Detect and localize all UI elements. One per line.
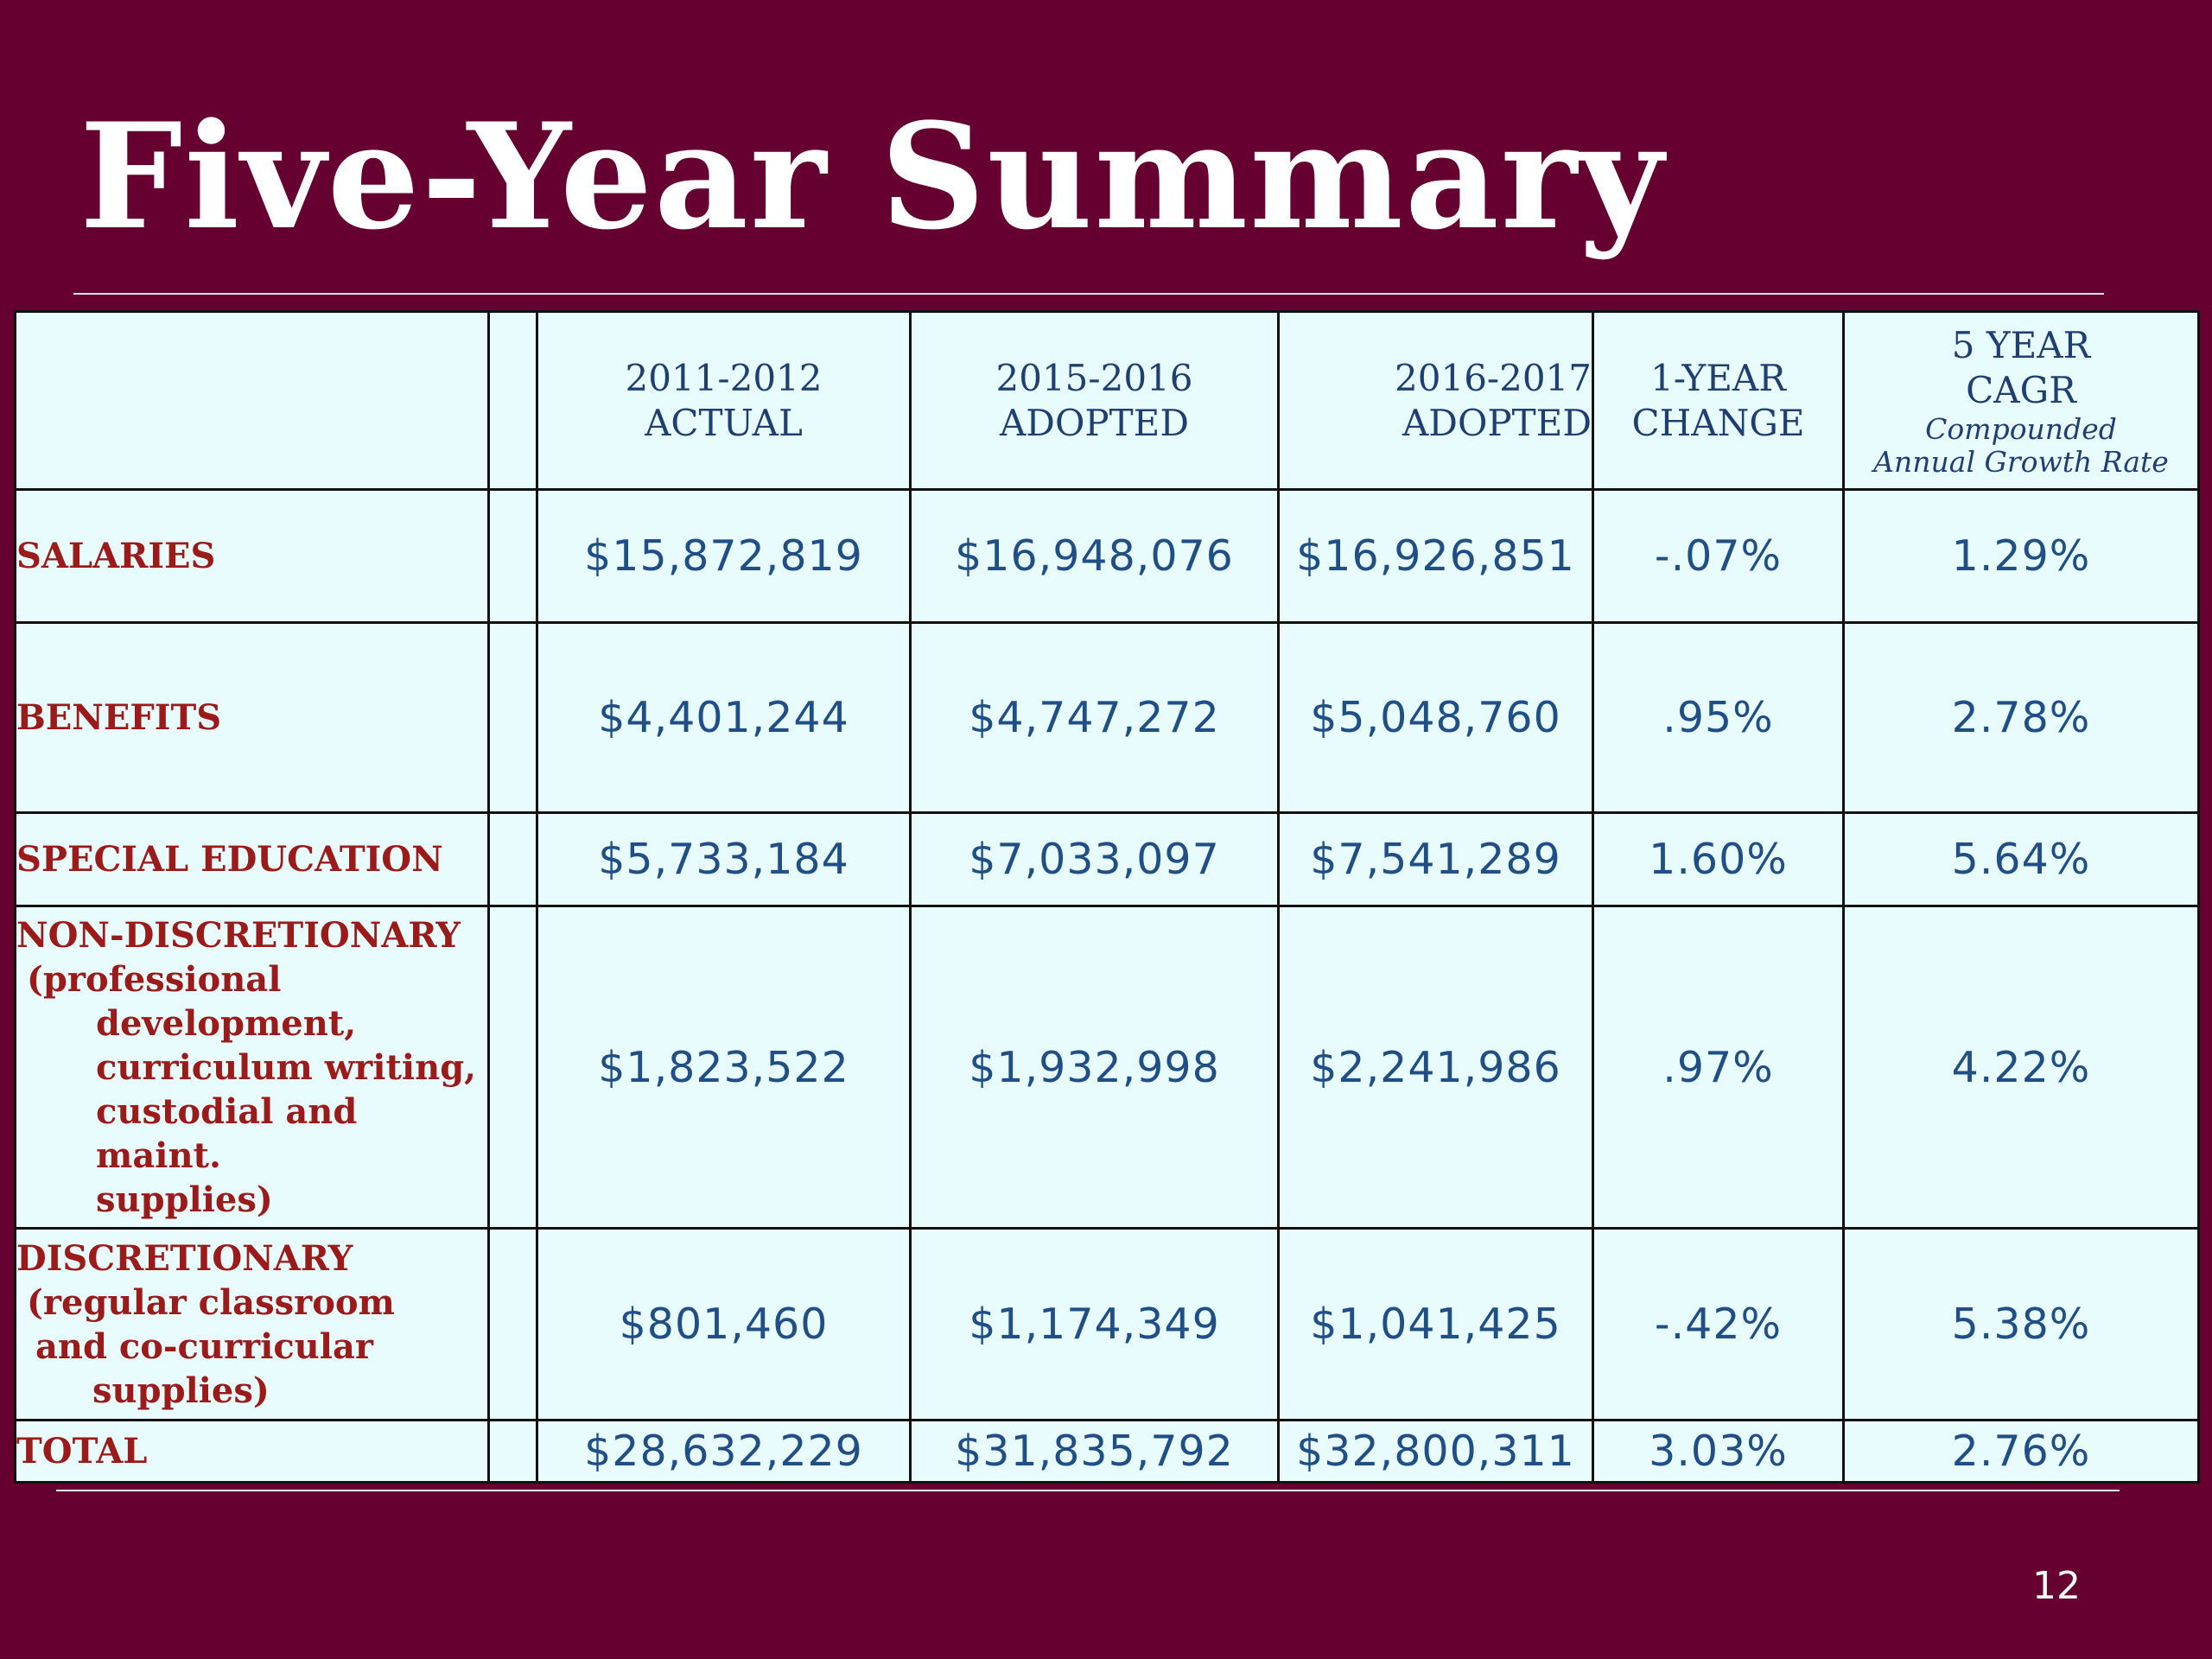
row-label-non-discretionary: NON-DISCRETIONARY (professional developm… <box>14 905 490 1230</box>
row-label-total: TOTAL <box>14 1419 490 1484</box>
cagr-cell: 2.76% <box>1842 1419 2200 1484</box>
footer-divider <box>56 1490 2120 1491</box>
label-line: NON-DISCRETIONARY <box>16 914 461 956</box>
label-line: development, <box>96 1002 357 1044</box>
spacer-cell <box>487 1227 538 1421</box>
row-label-discretionary: DISCRETIONARY (regular classroom and co-… <box>14 1227 490 1421</box>
change-cell: .97% <box>1592 905 1845 1230</box>
value-cell: $1,932,998 <box>909 905 1280 1230</box>
table-row-discretionary: DISCRETIONARY (regular classroom and co-… <box>14 1227 2200 1421</box>
spacer-cell <box>487 621 538 814</box>
value-cell: $2,241,986 <box>1277 905 1594 1230</box>
label-line: (regular classroom <box>27 1281 395 1323</box>
value-cell: $16,926,851 <box>1277 488 1594 624</box>
label-line: and co-curricular <box>35 1325 373 1367</box>
label-line: supplies) <box>96 1179 273 1220</box>
change-cell: -.42% <box>1592 1227 1845 1421</box>
header-row: 2011-2012 ACTUAL 2015-2016 ADOPTED 2016-… <box>14 310 2200 491</box>
header-1-year-change: 1-YEAR CHANGE <box>1592 310 1845 491</box>
value-cell: $4,747,272 <box>909 621 1280 814</box>
value-cell: $4,401,244 <box>536 621 912 814</box>
row-label-salaries: SALARIES <box>14 488 490 624</box>
cagr-subtitle-line1: Compounded <box>1925 411 2117 446</box>
label-line: custodial and maint. <box>96 1090 358 1176</box>
change-cell: -.07% <box>1592 488 1845 624</box>
spacer-cell <box>487 811 538 907</box>
value-cell: $1,041,425 <box>1277 1227 1594 1421</box>
row-label-special-education: SPECIAL EDUCATION <box>14 811 490 907</box>
slide-title: Five-Year Summary <box>79 91 1665 262</box>
table-row-non-discretionary: NON-DISCRETIONARY (professional developm… <box>14 905 2200 1230</box>
spacer-cell <box>487 488 538 624</box>
value-cell: $1,823,522 <box>536 905 912 1230</box>
cagr-cell: 5.64% <box>1842 811 2200 907</box>
value-cell: $5,048,760 <box>1277 621 1594 814</box>
cagr-cell: 5.38% <box>1842 1227 2200 1421</box>
change-cell: 1.60% <box>1592 811 1845 907</box>
cagr-cell: 4.22% <box>1842 905 2200 1230</box>
spacer-cell <box>487 1419 538 1484</box>
header-blank-cell <box>14 310 490 491</box>
value-cell: $7,033,097 <box>909 811 1280 907</box>
spacer-cell <box>487 905 538 1230</box>
value-cell: $31,835,792 <box>909 1419 1280 1484</box>
cagr-cell: 1.29% <box>1842 488 2200 624</box>
five-year-summary-table: 2011-2012 ACTUAL 2015-2016 ADOPTED 2016-… <box>14 310 2200 1484</box>
cagr-subtitle-line2: Annual Growth Rate <box>1873 444 2169 479</box>
header-2011-2012-actual: 2011-2012 ACTUAL <box>536 310 912 491</box>
value-cell: $32,800,311 <box>1277 1419 1594 1484</box>
page-number: 12 <box>2032 1564 2081 1608</box>
header-2015-2016-adopted: 2015-2016 ADOPTED <box>909 310 1280 491</box>
header-2016-2017-adopted: 2016-2017 ADOPTED <box>1277 310 1594 491</box>
label-line: supplies) <box>92 1370 270 1411</box>
change-cell: .95% <box>1592 621 1845 814</box>
cagr-cell: 2.78% <box>1842 621 2200 814</box>
header-spacer-cell <box>487 310 538 491</box>
table-row-benefits: BENEFITS $4,401,244 $4,747,272 $5,048,76… <box>14 621 2200 814</box>
value-cell: $1,174,349 <box>909 1227 1280 1421</box>
value-cell: $5,733,184 <box>536 811 912 907</box>
change-cell: 3.03% <box>1592 1419 1845 1484</box>
header-5-year-cagr: 5 YEAR CAGR Compounded Annual Growth Rat… <box>1842 310 2200 491</box>
label-line: curriculum writing, <box>96 1046 477 1088</box>
label-line: DISCRETIONARY <box>16 1237 353 1279</box>
value-cell: $15,872,819 <box>536 488 912 624</box>
table-row-special-education: SPECIAL EDUCATION $5,733,184 $7,033,097 … <box>14 811 2200 907</box>
table-row-salaries: SALARIES $15,872,819 $16,948,076 $16,926… <box>14 488 2200 624</box>
label-line: (professional <box>27 958 282 1000</box>
title-divider <box>73 293 2104 295</box>
row-label-benefits: BENEFITS <box>14 621 490 814</box>
value-cell: $7,541,289 <box>1277 811 1594 907</box>
value-cell: $28,632,229 <box>536 1419 912 1484</box>
value-cell: $16,948,076 <box>909 488 1280 624</box>
value-cell: $801,460 <box>536 1227 912 1421</box>
table-row-total: TOTAL $28,632,229 $31,835,792 $32,800,31… <box>14 1419 2200 1484</box>
